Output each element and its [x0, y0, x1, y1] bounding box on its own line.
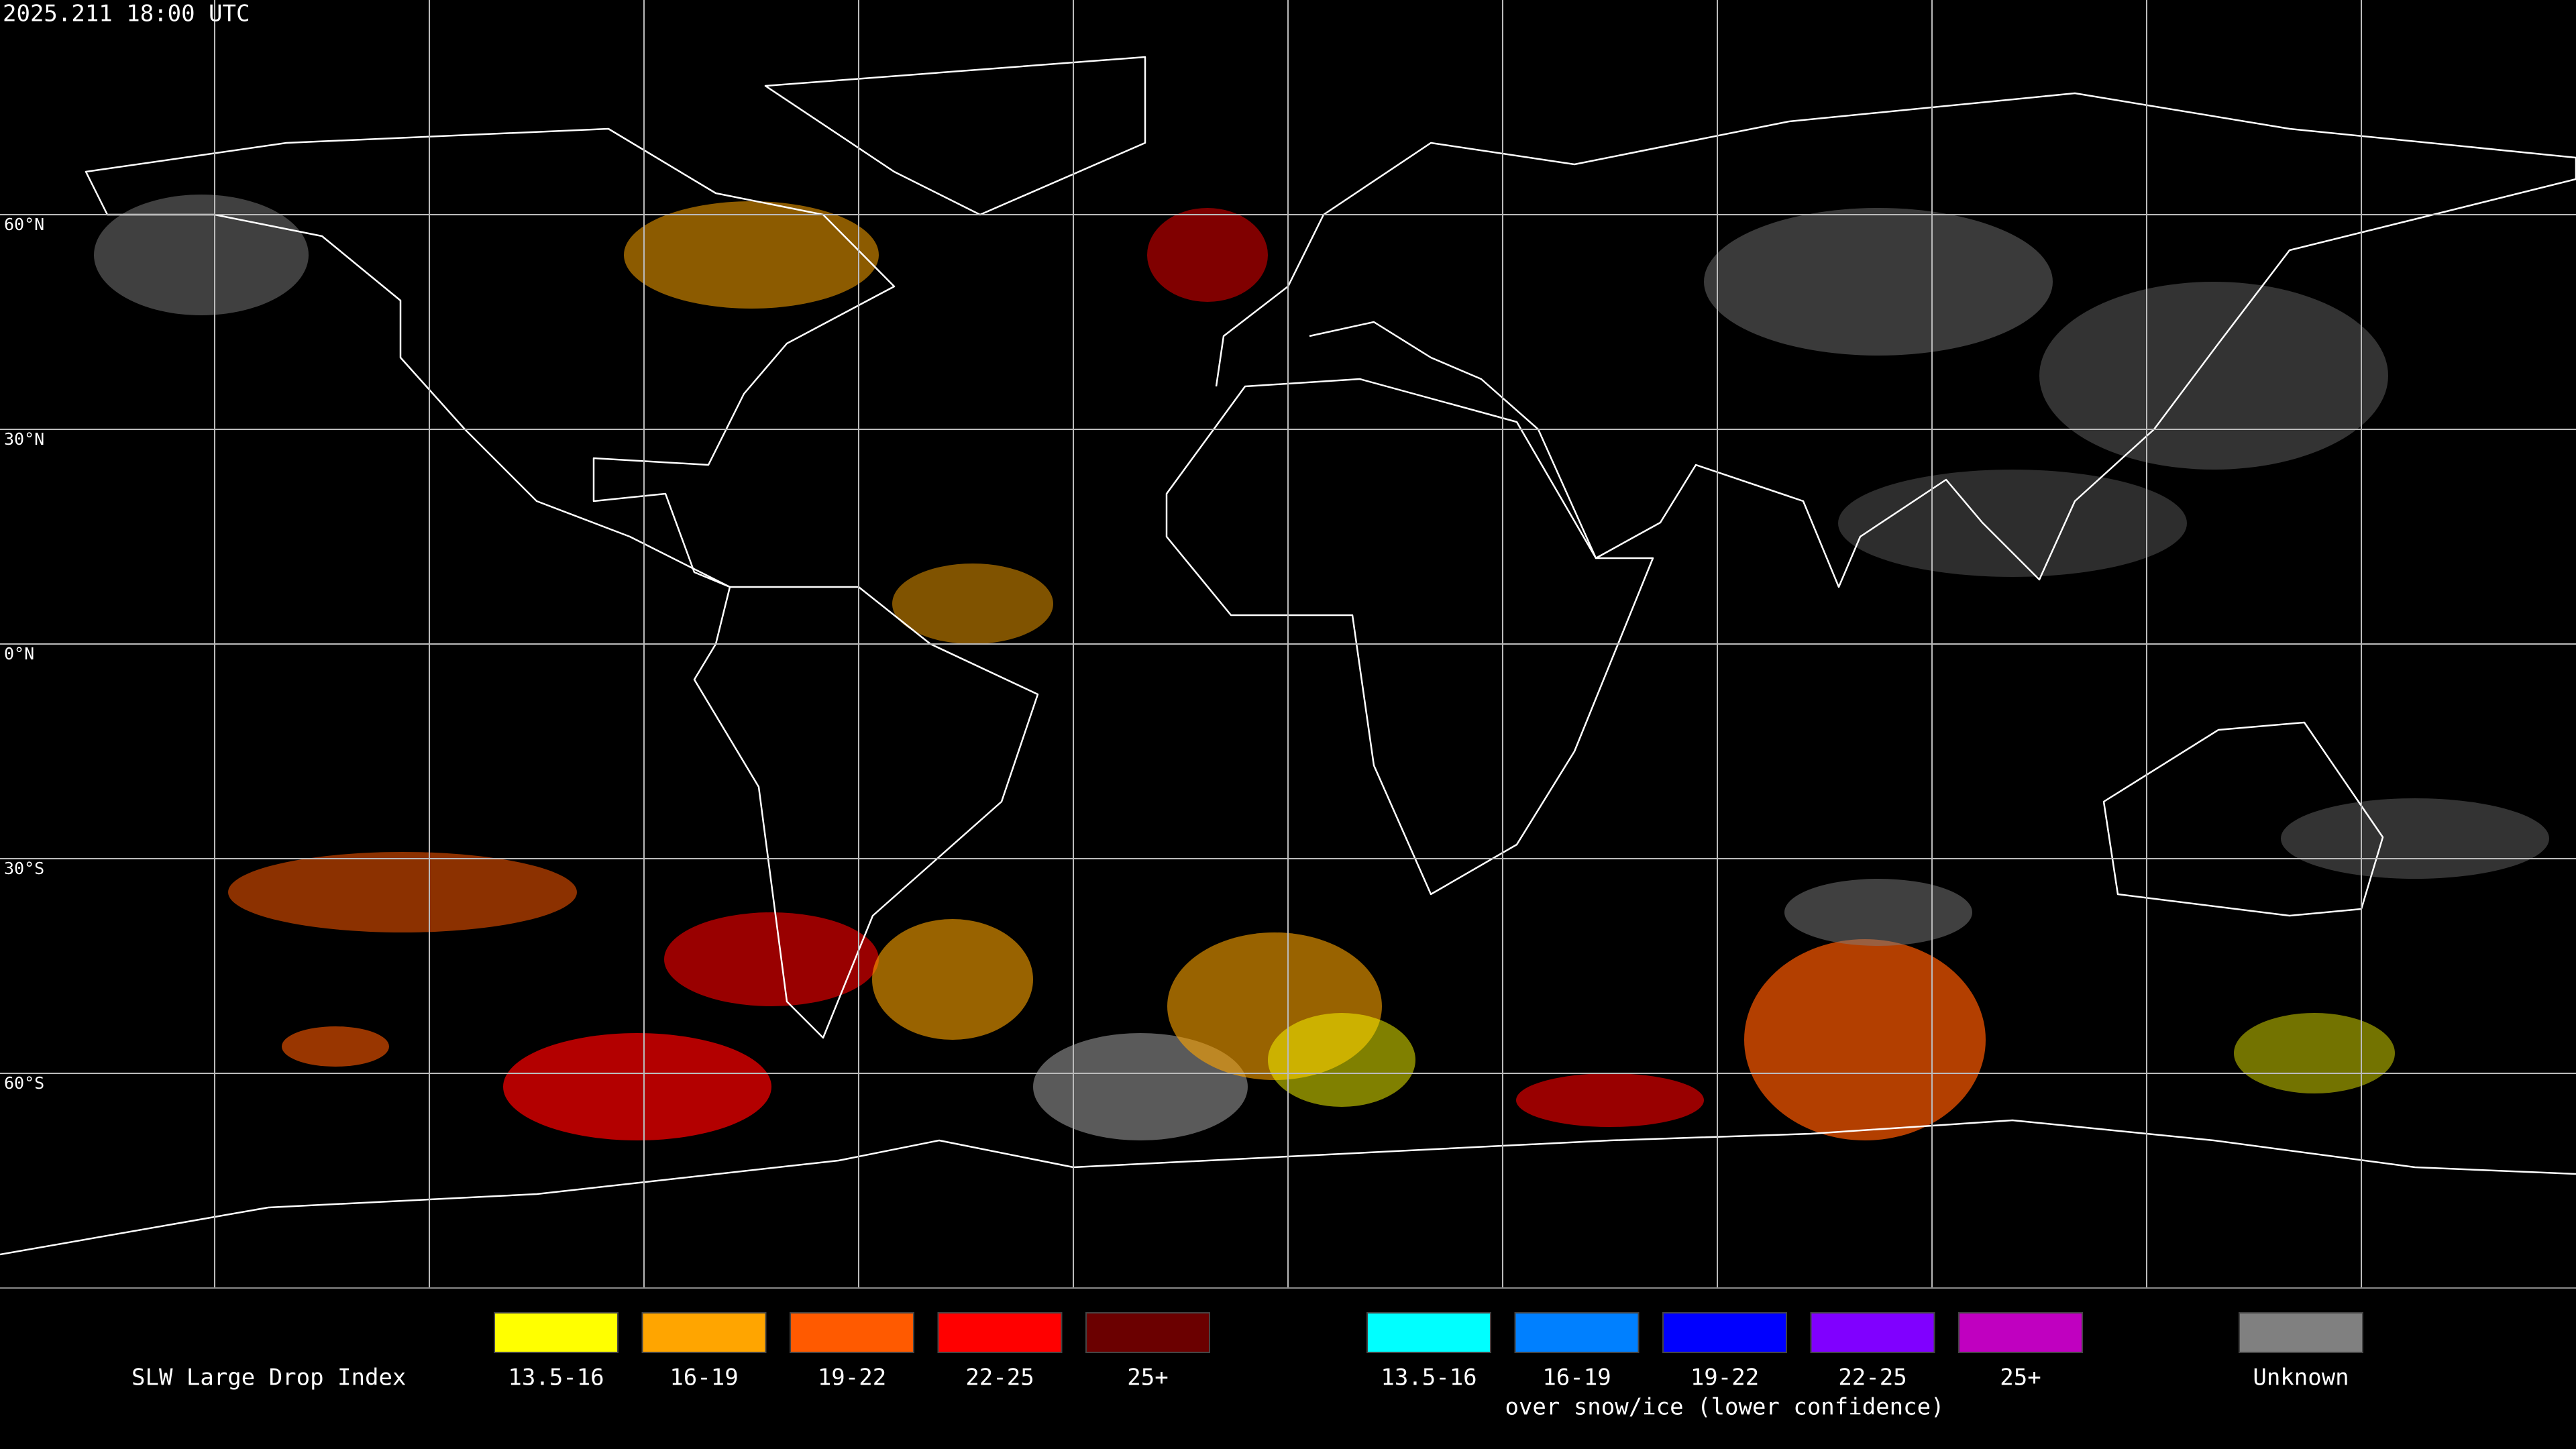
cloud-patch [228, 852, 577, 932]
legend-caption: over snow/ice (lower confidence) [1505, 1394, 1944, 1421]
legend-label: Unknown [2253, 1364, 2349, 1391]
latitude-label: 0°N [4, 644, 34, 663]
legend-swatch [2239, 1312, 2363, 1353]
cloud-patch [1268, 1013, 1415, 1107]
legend-label: 25+ [2000, 1364, 2041, 1391]
latitude-labels: 60°N 30°N 0°N 30°S 60°S [4, 215, 44, 1093]
latitude-label: 60°N [4, 215, 44, 234]
cloud-patch [503, 1033, 771, 1140]
legend-swatch [1366, 1312, 1491, 1353]
legend-swatch [790, 1312, 914, 1353]
legend-swatch [494, 1312, 619, 1353]
latitude-label: 60°S [4, 1073, 44, 1093]
coastlines [0, 56, 2576, 1256]
legend-label: 16-19 [669, 1364, 738, 1391]
cloud-patch [1033, 1033, 1248, 1140]
legend-swatch [1810, 1312, 1935, 1353]
legend-label: 19-22 [1690, 1364, 1759, 1391]
cloud-patch [1147, 208, 1268, 302]
coastline [764, 56, 1146, 216]
cloud-patch [1516, 1073, 1704, 1127]
cloud-layer [94, 195, 2549, 1140]
legend-swatch [1662, 1312, 1787, 1353]
legend-label: 22-25 [965, 1364, 1034, 1391]
legend-title: SLW Large Drop Index [131, 1364, 406, 1391]
legend-label: 19-22 [818, 1364, 886, 1391]
cloud-patch [1744, 939, 1986, 1140]
coastline [85, 127, 896, 588]
legend-swatch [1958, 1312, 2083, 1353]
cloud-patch [892, 564, 1053, 644]
latitude-label: 30°N [4, 429, 44, 449]
legend-swatch [1085, 1312, 1210, 1353]
legend: 13.5-16 16-19 19-22 22-25 25+ 13.5-16 16-19 19-… [494, 1312, 2363, 1421]
legend-swatch [641, 1312, 767, 1353]
cloud-patch [2281, 798, 2549, 879]
coastline [1215, 92, 2576, 588]
cloud-patch [282, 1026, 389, 1067]
cloud-patch [664, 912, 879, 1006]
legend-label: 16-19 [1542, 1364, 1611, 1391]
cloud-patch [2039, 282, 2388, 470]
cloud-patch [1838, 470, 2187, 577]
cloud-patch [2234, 1013, 2395, 1093]
cloud-patch [1704, 208, 2053, 356]
coastline [1165, 378, 1654, 896]
legend-label: 22-25 [1838, 1364, 1907, 1391]
legend-label: 13.5-16 [1381, 1364, 1477, 1391]
graticule [0, 0, 2576, 1289]
cloud-patch [872, 919, 1033, 1040]
legend-swatch [937, 1312, 1063, 1353]
coastline [0, 1119, 2576, 1256]
cloud-patch [94, 195, 309, 315]
legend-swatch [1514, 1312, 1640, 1353]
latitude-label: 30°S [4, 859, 44, 878]
coastline [693, 586, 1039, 1039]
legend-label: 13.5-16 [508, 1364, 604, 1391]
cloud-patch [1784, 879, 1972, 946]
timestamp: 2025.211 18:00 UTC [3, 1, 250, 28]
cloud-patch [624, 201, 879, 309]
legend-label: 25+ [1127, 1364, 1168, 1391]
